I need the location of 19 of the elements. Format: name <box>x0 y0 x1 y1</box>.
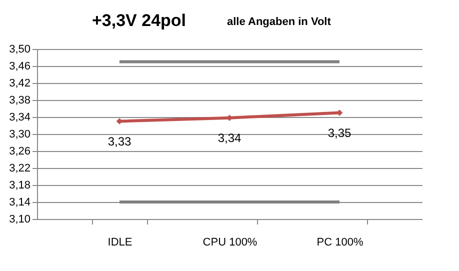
y-tick-label: 3,26 <box>9 146 30 158</box>
chart-subtitle: alle Angaben in Volt <box>227 16 332 28</box>
y-tick-label: 3,30 <box>9 128 30 140</box>
data-label: 3,35 <box>328 126 352 140</box>
chart-title: +3,3V 24pol <box>92 11 186 30</box>
x-tick-label: CPU 100% <box>202 236 258 248</box>
y-tick-label: 3,50 <box>9 44 30 56</box>
y-tick-label: 3,22 <box>9 162 30 174</box>
y-tick-label: 3,14 <box>9 196 30 208</box>
y-tick-label: 3,18 <box>9 180 30 192</box>
x-tick-label: PC 100% <box>316 236 364 248</box>
y-tick-label: 3,10 <box>9 214 30 226</box>
x-tick-label: IDLE <box>108 236 132 248</box>
y-tick-label: 3,42 <box>9 78 30 90</box>
y-tick-label: 3,34 <box>9 112 30 124</box>
data-label: 3,33 <box>108 134 132 148</box>
data-label: 3,34 <box>218 130 242 145</box>
y-tick-label: 3,46 <box>9 60 30 72</box>
y-tick-label: 3,38 <box>9 94 30 106</box>
